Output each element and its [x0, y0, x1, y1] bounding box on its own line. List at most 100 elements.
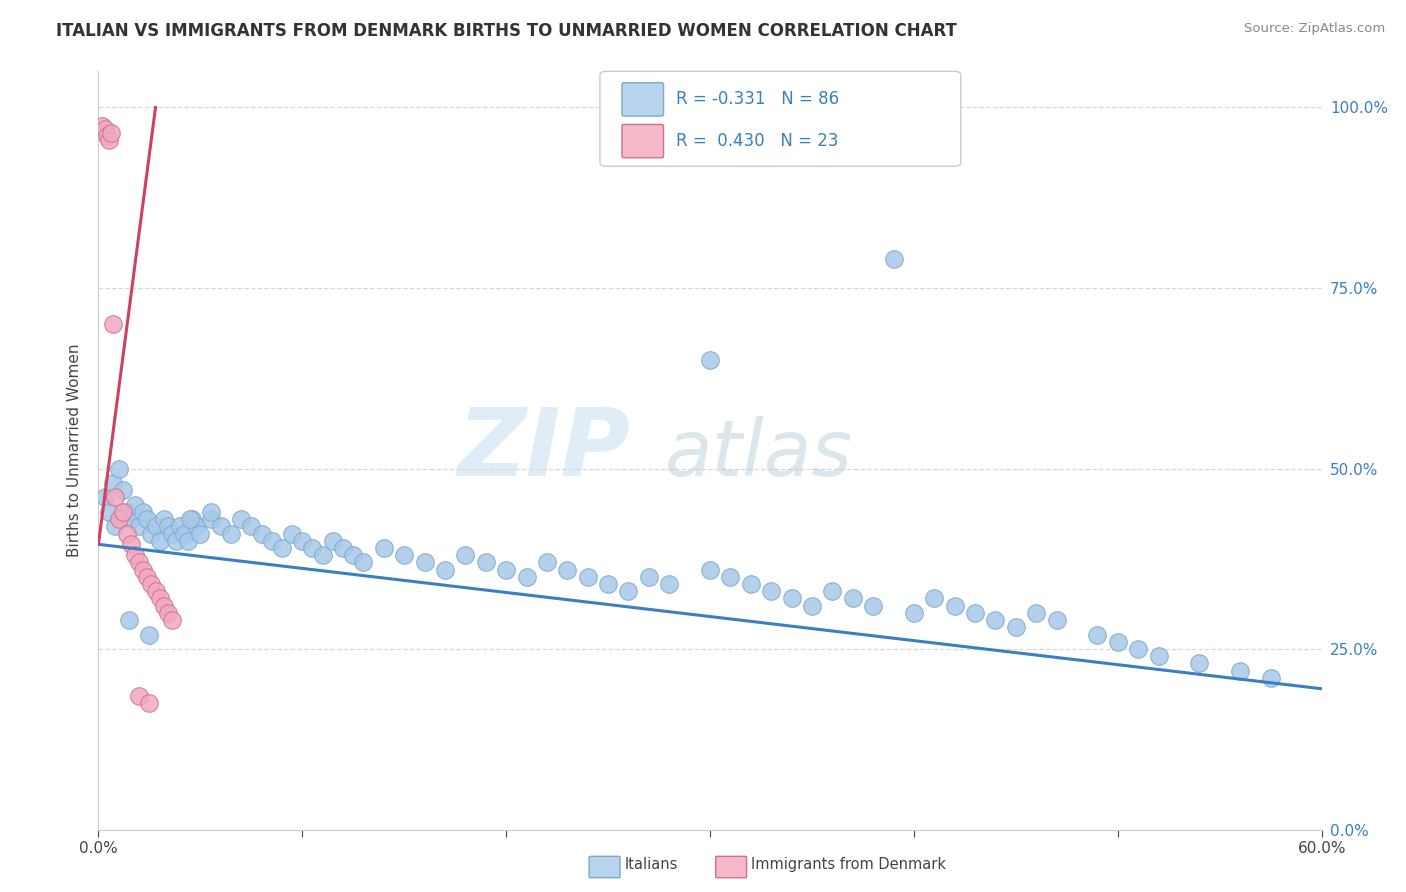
- Point: [322, 533, 344, 548]
- Point: [101, 317, 124, 331]
- Point: [145, 519, 167, 533]
- Point: [179, 512, 201, 526]
- Point: [617, 584, 640, 599]
- Point: [111, 483, 134, 498]
- Point: [392, 548, 416, 562]
- Point: [312, 548, 335, 562]
- Point: [862, 599, 884, 613]
- Point: [250, 526, 273, 541]
- Y-axis label: Births to Unmarried Women: Births to Unmarried Women: [67, 343, 83, 558]
- Point: [1045, 613, 1069, 627]
- Point: [718, 570, 742, 584]
- Point: [291, 533, 314, 548]
- Point: [495, 563, 517, 577]
- Point: [373, 541, 395, 555]
- Point: [658, 577, 681, 591]
- Point: [1085, 627, 1108, 641]
- Point: [132, 563, 155, 577]
- Point: [156, 519, 179, 533]
- Point: [97, 505, 120, 519]
- FancyBboxPatch shape: [621, 83, 664, 116]
- FancyBboxPatch shape: [600, 71, 960, 166]
- Point: [156, 606, 179, 620]
- Point: [1128, 642, 1150, 657]
- Point: [93, 122, 115, 136]
- Point: [219, 526, 242, 541]
- Point: [177, 533, 200, 548]
- Text: Italians: Italians: [624, 857, 678, 871]
- Point: [984, 613, 1007, 627]
- Point: [555, 563, 579, 577]
- Point: [903, 606, 925, 620]
- Point: [128, 689, 150, 703]
- Point: [943, 599, 966, 613]
- Point: [209, 519, 232, 533]
- Point: [332, 541, 354, 555]
- Point: [165, 533, 187, 548]
- Point: [1188, 657, 1211, 671]
- Point: [115, 505, 138, 519]
- Point: [173, 526, 195, 541]
- Point: [108, 461, 131, 475]
- Point: [128, 555, 150, 569]
- Point: [740, 577, 762, 591]
- Point: [231, 512, 253, 526]
- Point: [149, 591, 172, 606]
- Point: [97, 133, 120, 147]
- Point: [240, 519, 263, 533]
- Point: [883, 252, 905, 266]
- Point: [120, 537, 142, 551]
- Point: [434, 563, 457, 577]
- Point: [841, 591, 863, 606]
- Point: [699, 563, 721, 577]
- Point: [352, 555, 374, 569]
- Text: Immigrants from Denmark: Immigrants from Denmark: [751, 857, 946, 871]
- Point: [160, 613, 183, 627]
- Point: [152, 599, 174, 613]
- Point: [474, 555, 498, 569]
- Point: [141, 526, 163, 541]
- Text: ZIP: ZIP: [457, 404, 630, 497]
- Point: [1260, 671, 1282, 685]
- Point: [124, 498, 146, 512]
- Point: [200, 512, 222, 526]
- Point: [100, 126, 122, 140]
- Point: [413, 555, 436, 569]
- Point: [118, 613, 141, 627]
- Point: [200, 505, 222, 519]
- Point: [186, 519, 208, 533]
- Point: [93, 491, 115, 505]
- Point: [281, 526, 304, 541]
- Point: [821, 584, 844, 599]
- Point: [576, 570, 599, 584]
- Point: [104, 491, 127, 505]
- Point: [1229, 664, 1251, 678]
- Point: [91, 119, 114, 133]
- Point: [181, 512, 204, 526]
- Point: [101, 475, 124, 490]
- Point: [922, 591, 945, 606]
- Point: [598, 577, 620, 591]
- Point: [152, 512, 174, 526]
- Point: [132, 505, 155, 519]
- Point: [169, 519, 191, 533]
- FancyBboxPatch shape: [621, 125, 664, 158]
- Point: [136, 512, 159, 526]
- Point: [536, 555, 558, 569]
- Point: [120, 512, 142, 526]
- Point: [136, 570, 159, 584]
- Point: [780, 591, 803, 606]
- Point: [115, 526, 138, 541]
- Point: [965, 606, 987, 620]
- Point: [160, 526, 183, 541]
- Point: [104, 519, 127, 533]
- Point: [111, 505, 134, 519]
- Point: [637, 570, 661, 584]
- Point: [270, 541, 294, 555]
- Point: [149, 533, 172, 548]
- Point: [761, 584, 783, 599]
- Point: [188, 526, 212, 541]
- Text: R = -0.331   N = 86: R = -0.331 N = 86: [676, 90, 839, 109]
- Point: [138, 627, 160, 641]
- Point: [1025, 606, 1047, 620]
